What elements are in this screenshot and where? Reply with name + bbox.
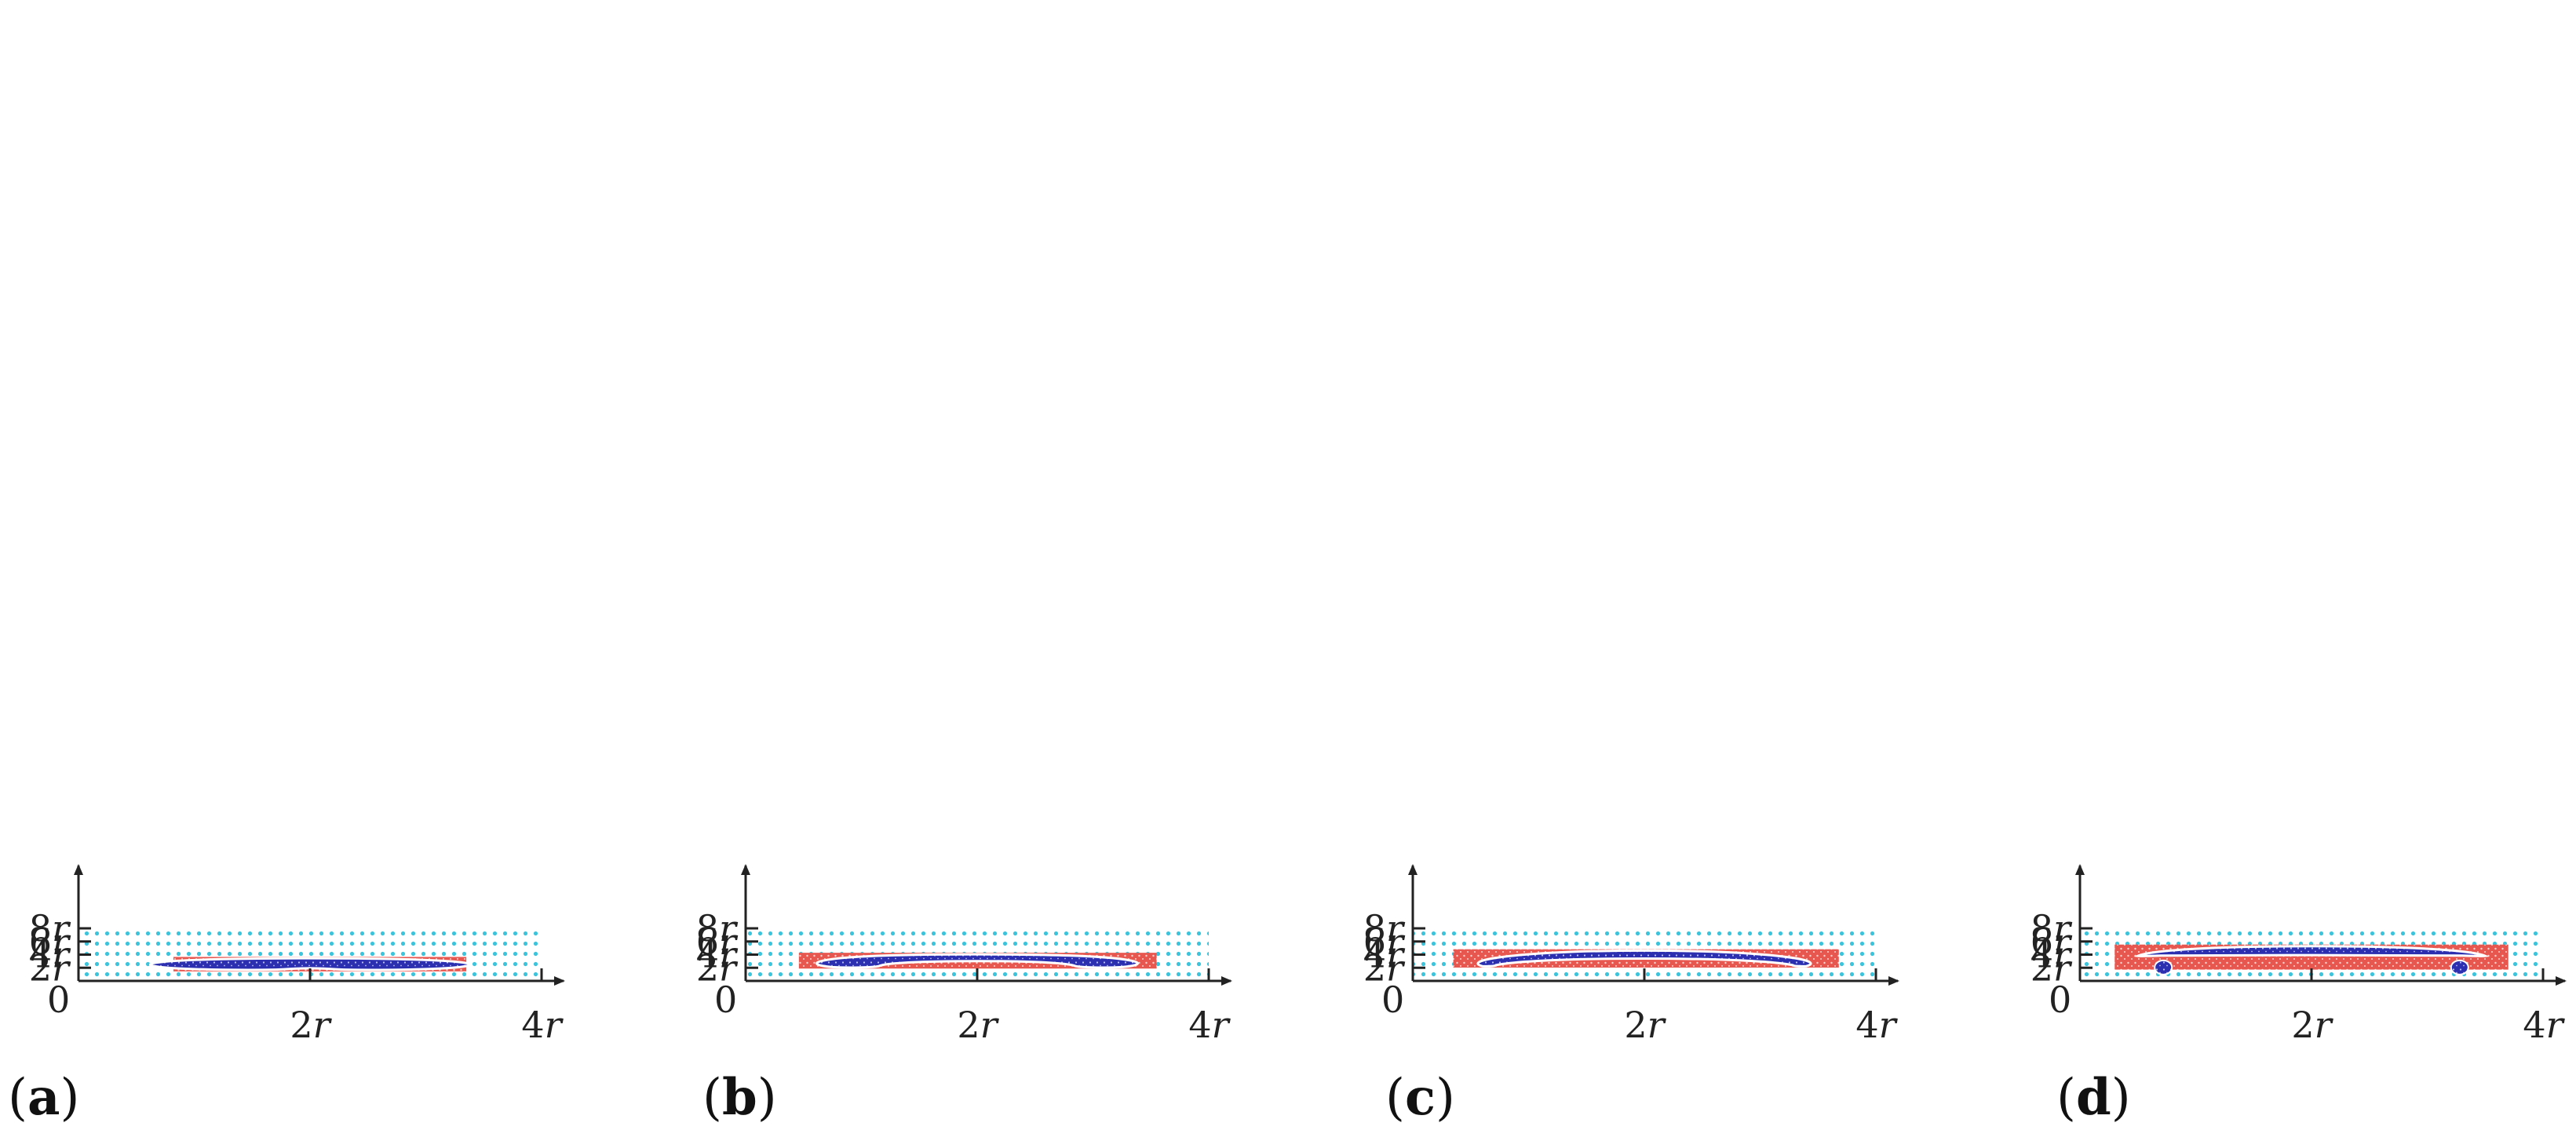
y-tick-label: 8r bbox=[29, 907, 71, 950]
blue-droplet bbox=[2154, 959, 2173, 975]
panel-label: (a) bbox=[8, 1068, 79, 1127]
y-tick-label: 6r bbox=[29, 920, 71, 963]
blue-droplet bbox=[2450, 959, 2469, 975]
y-tick-label: 2r bbox=[2031, 946, 2073, 989]
x-tick-label: 2r bbox=[2291, 1004, 2333, 1046]
x-tick-label: 2r bbox=[290, 1004, 332, 1046]
y-tick-label: 4r bbox=[1363, 934, 1406, 976]
y-tick-label: 2r bbox=[29, 946, 71, 989]
y-tick-label: 4r bbox=[29, 934, 71, 976]
panel-label: (b) bbox=[702, 1068, 777, 1127]
origin-label: 0 bbox=[2049, 979, 2071, 1021]
panel-label: (d) bbox=[2056, 1068, 2131, 1127]
x-tick-label: 4r bbox=[521, 1004, 564, 1046]
x-tick-label: 4r bbox=[2523, 1004, 2565, 1046]
y-tick-label: 4r bbox=[2031, 934, 2073, 976]
y-tick-label: 6r bbox=[2031, 920, 2073, 963]
x-tick-label: 2r bbox=[957, 1004, 999, 1046]
origin-label: 0 bbox=[1381, 979, 1404, 1021]
x-tick-label: 4r bbox=[1188, 1004, 1231, 1046]
blue-particle-region bbox=[815, 953, 1139, 969]
y-tick-label: 8r bbox=[696, 907, 739, 950]
blue-particle-region bbox=[2133, 945, 2490, 957]
x-tick-label: 2r bbox=[1624, 1004, 1666, 1046]
blue-particle-region bbox=[1476, 949, 1812, 968]
panel-label: (c) bbox=[1385, 1068, 1455, 1127]
blue-particle-region bbox=[148, 957, 472, 971]
y-tick-label: 4r bbox=[696, 934, 739, 976]
y-tick-label: 8r bbox=[1363, 907, 1406, 950]
y-tick-label: 2r bbox=[696, 946, 739, 989]
x-tick-label: 4r bbox=[1855, 1004, 1898, 1046]
y-tick-label: 2r bbox=[1363, 946, 1406, 989]
y-tick-label: 6r bbox=[1363, 920, 1406, 963]
origin-label: 0 bbox=[47, 979, 70, 1021]
y-tick-label: 6r bbox=[696, 920, 739, 963]
y-tick-label: 8r bbox=[2031, 907, 2073, 950]
origin-label: 0 bbox=[714, 979, 737, 1021]
